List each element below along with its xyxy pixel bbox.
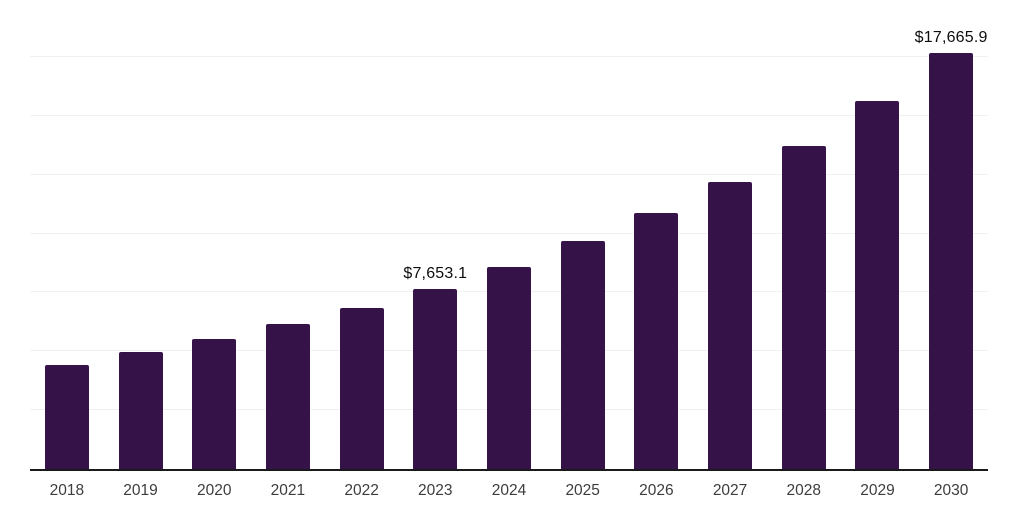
bar-2022: [339, 307, 384, 469]
bar-2026: [634, 212, 679, 469]
x-tick-label-2021: 2021: [270, 482, 306, 499]
x-tick-label-2028: 2028: [786, 482, 821, 499]
bar-2024: [487, 266, 531, 469]
bar-2025: [560, 240, 605, 469]
x-tick-label-2029: 2029: [860, 482, 895, 499]
x-tick-label-2019: 2019: [123, 482, 158, 499]
bar-2028: [781, 145, 826, 469]
x-axis: 2018 2019 2020 2021 2022 2023 2024 2025 2026 2027…: [30, 482, 988, 504]
bar-2019: [118, 351, 163, 469]
bar-2023: [413, 288, 458, 469]
x-tick-label-2024: 2024: [491, 482, 527, 499]
x-tick-label-2026: 2026: [639, 482, 674, 499]
value-label-2030: $17,665.9: [914, 28, 988, 46]
bar-2018: [44, 364, 89, 469]
x-tick-label-2022: 2022: [344, 482, 379, 499]
gridline: [30, 173, 988, 175]
plot-area: $7,653.1 $17,665.9: [30, 0, 988, 471]
gridline: [30, 232, 988, 234]
x-tick-label-2018: 2018: [49, 482, 85, 499]
x-tick-label-2027: 2027: [712, 482, 748, 499]
x-tick-label-2030: 2030: [933, 482, 969, 499]
x-tick-label-2023: 2023: [418, 482, 453, 499]
bar-2020: [192, 338, 237, 469]
bar-2027: [708, 181, 753, 469]
bar-2030: [929, 52, 974, 469]
gridline: [30, 114, 988, 116]
x-tick-label-2020: 2020: [196, 482, 232, 499]
bar-2021: [265, 323, 310, 469]
value-label-2023: $7,653.1: [403, 264, 468, 282]
x-tick-label-2025: 2025: [565, 482, 600, 499]
gridline: [30, 55, 988, 57]
bar-2029: [855, 100, 900, 469]
